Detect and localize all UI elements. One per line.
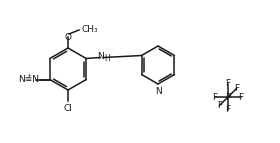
Text: N: N — [97, 52, 104, 61]
Text: F: F — [213, 93, 218, 102]
Text: Cl: Cl — [64, 104, 73, 113]
Text: N: N — [155, 87, 161, 96]
Text: F: F — [225, 106, 230, 115]
Text: O: O — [64, 32, 71, 41]
Text: +: + — [26, 73, 31, 78]
Text: H: H — [105, 54, 110, 63]
Text: ⁻: ⁻ — [233, 87, 237, 96]
Text: P: P — [225, 93, 231, 102]
Text: N≡N: N≡N — [18, 75, 39, 84]
Text: F: F — [225, 80, 230, 89]
Text: CH₃: CH₃ — [82, 24, 99, 33]
Text: F: F — [217, 101, 222, 110]
Text: F: F — [234, 84, 239, 93]
Text: F: F — [239, 93, 244, 102]
